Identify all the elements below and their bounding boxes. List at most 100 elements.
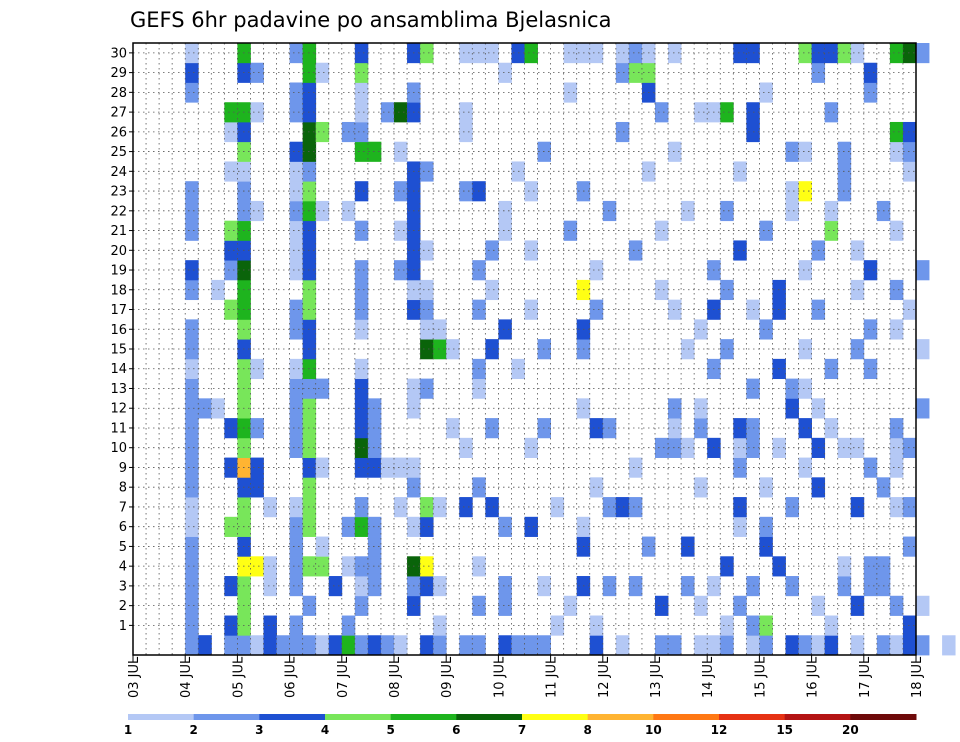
heatmap-cell: [615, 43, 630, 64]
heatmap-cell: [289, 398, 304, 419]
y-tick-label: 18: [110, 283, 127, 298]
heatmap-cell: [289, 556, 304, 577]
heatmap-cell: [185, 339, 199, 360]
heatmap-cell: [902, 437, 917, 458]
heatmap-cell: [916, 398, 930, 419]
heatmap-cell: [289, 181, 304, 202]
y-tick-label: 2: [119, 599, 127, 614]
heatmap-cell: [863, 576, 878, 597]
heatmap-cell: [185, 200, 199, 222]
heatmap-cell: [759, 220, 773, 241]
heatmap-cell: [889, 457, 904, 478]
heatmap-cell: [354, 141, 369, 162]
heatmap-cell: [759, 536, 773, 557]
heatmap-cell: [759, 516, 773, 537]
heatmap-cell: [668, 43, 682, 64]
heatmap-cell: [889, 497, 904, 518]
heatmap-cell: [655, 437, 669, 458]
heatmap-cell: [524, 635, 538, 656]
heatmap-cell: [354, 260, 369, 281]
heatmap-cell: [863, 556, 878, 577]
heatmap-cell: [289, 260, 304, 281]
heatmap-cell: [824, 615, 839, 636]
heatmap-cell: [315, 536, 330, 557]
heatmap-cell: [354, 82, 369, 103]
heatmap-cell: [889, 319, 904, 340]
heatmap-cell: [902, 536, 917, 557]
heatmap-cell: [250, 635, 264, 656]
heatmap-cell: [485, 497, 499, 518]
colorbar-swatch: [587, 714, 654, 720]
heatmap-cell: [354, 516, 369, 537]
heatmap-cell: [824, 102, 839, 123]
heatmap-cell: [798, 260, 812, 281]
heatmap-cell: [289, 576, 304, 597]
x-tick-label: 07 JUL: [336, 656, 351, 698]
heatmap-cell: [433, 615, 447, 636]
heatmap-cell: [707, 635, 721, 656]
y-tick-label: 4: [119, 560, 127, 575]
x-tick-label: 11 JUL: [545, 656, 560, 698]
heatmap-cell: [354, 595, 369, 616]
colorbar-label: 15: [776, 723, 793, 737]
heatmap-cell: [185, 220, 199, 241]
heatmap-cell: [224, 418, 238, 439]
heatmap-cell: [263, 576, 277, 597]
heatmap-cell: [733, 516, 747, 537]
x-tick-label: 08 JUL: [388, 656, 403, 698]
heatmap-cell: [550, 497, 565, 518]
heatmap-cell: [341, 635, 356, 656]
y-tick-label: 23: [110, 185, 127, 200]
heatmap-cell: [615, 497, 630, 518]
heatmap-cell: [289, 418, 304, 439]
heatmap-cell: [367, 635, 382, 656]
x-tick-label: 15 JUL: [753, 656, 768, 698]
x-tick-label: 17 JUL: [858, 656, 873, 698]
heatmap-cell: [354, 418, 369, 439]
heatmap-cell: [524, 299, 538, 320]
heatmap-cell: [902, 43, 917, 64]
heatmap-cell: [889, 635, 904, 656]
colorbar-label: 1: [124, 723, 132, 737]
heatmap-cells: [185, 43, 956, 656]
heatmap-cell: [433, 635, 447, 656]
heatmap-cell: [498, 595, 512, 616]
y-tick-label: 9: [119, 461, 127, 476]
heatmap-cell: [185, 398, 199, 419]
y-tick-label: 20: [110, 244, 127, 259]
heatmap-cell: [420, 635, 434, 656]
heatmap-cell: [198, 398, 212, 419]
heatmap-cell: [354, 398, 369, 419]
heatmap-cell: [589, 260, 604, 281]
heatmap-cell: [185, 358, 199, 380]
heatmap-cell: [185, 43, 199, 64]
colorbar-label: 5: [386, 723, 394, 737]
heatmap-cell: [798, 339, 812, 360]
y-tick-label: 25: [110, 145, 127, 160]
heatmap-cell: [185, 181, 199, 202]
heatmap-cell: [433, 497, 447, 518]
heatmap-cell: [459, 181, 473, 202]
heatmap-cell: [315, 378, 330, 399]
heatmap-cell: [863, 319, 878, 340]
heatmap-cell: [250, 418, 264, 439]
heatmap-cell: [563, 220, 578, 241]
heatmap-cell: [824, 220, 839, 241]
heatmap-cell: [354, 635, 369, 656]
heatmap-cell: [289, 497, 304, 518]
y-tick-label: 27: [110, 106, 127, 121]
heatmap-cell: [681, 576, 695, 597]
x-tick-label: 14 JUL: [701, 656, 716, 698]
heatmap-cell: [694, 398, 708, 419]
heatmap-cell: [367, 141, 382, 162]
heatmap-cell: [185, 279, 199, 301]
colorbar-swatch: [522, 714, 589, 720]
heatmap-cell: [798, 43, 812, 64]
heatmap-cell: [759, 319, 773, 340]
y-tick-label: 22: [110, 204, 127, 219]
heatmap-cell: [289, 615, 304, 636]
heatmap-cell: [394, 457, 408, 478]
heatmap-cell: [224, 635, 238, 656]
heatmap-cell: [185, 576, 199, 597]
